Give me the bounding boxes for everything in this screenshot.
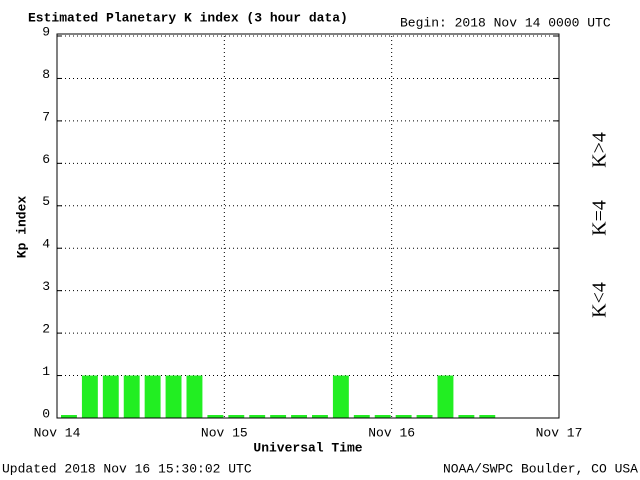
bar — [353, 415, 370, 418]
y-tick-label: 9 — [42, 24, 50, 39]
chart-subtitle: Begin: 2018 Nov 14 0000 UTC — [400, 15, 611, 30]
chart-title: Estimated Planetary K index (3 hour data… — [28, 10, 348, 25]
bar — [165, 375, 182, 418]
footer-source: NOAA/SWPC Boulder, CO USA — [443, 461, 638, 476]
legend-label: K=4 — [589, 200, 611, 236]
y-tick-label: 3 — [42, 279, 50, 294]
y-tick-label: 5 — [42, 194, 50, 209]
legend-label: K<4 — [589, 282, 611, 318]
bar — [228, 415, 245, 418]
bar — [102, 375, 119, 418]
bar — [270, 415, 287, 418]
plot-frame — [56, 33, 560, 419]
footer-updated: Updated 2018 Nov 16 15:30:02 UTC — [2, 461, 252, 476]
bar — [332, 375, 349, 418]
y-tick-label: 1 — [42, 364, 50, 379]
y-tick-label: 8 — [42, 67, 50, 82]
bar — [437, 375, 454, 418]
y-tick-label: 0 — [42, 406, 50, 421]
bar — [416, 415, 433, 418]
y-tick-label: 2 — [42, 322, 50, 337]
bar — [81, 375, 98, 418]
bar — [144, 375, 161, 418]
bar — [186, 375, 203, 418]
bar — [61, 415, 77, 418]
bar — [458, 415, 475, 418]
x-tick-label: Nov 17 — [536, 425, 583, 440]
bar — [395, 415, 412, 418]
bar — [374, 415, 391, 418]
bar — [207, 415, 224, 418]
bar — [291, 415, 307, 418]
bar — [249, 415, 266, 418]
bar — [312, 415, 328, 418]
legend-label: K>4 — [589, 132, 611, 168]
x-tick-label: Nov 15 — [201, 425, 248, 440]
x-tick-label: Nov 16 — [368, 425, 415, 440]
x-axis-label: Universal Time — [253, 440, 362, 455]
y-axis-label: Kp index — [14, 196, 29, 259]
y-tick-label: 7 — [42, 109, 50, 124]
y-tick-label: 6 — [42, 152, 50, 167]
bar — [479, 415, 496, 418]
y-tick-label: 4 — [42, 237, 50, 252]
x-tick-label: Nov 14 — [34, 425, 81, 440]
bar — [123, 375, 140, 418]
